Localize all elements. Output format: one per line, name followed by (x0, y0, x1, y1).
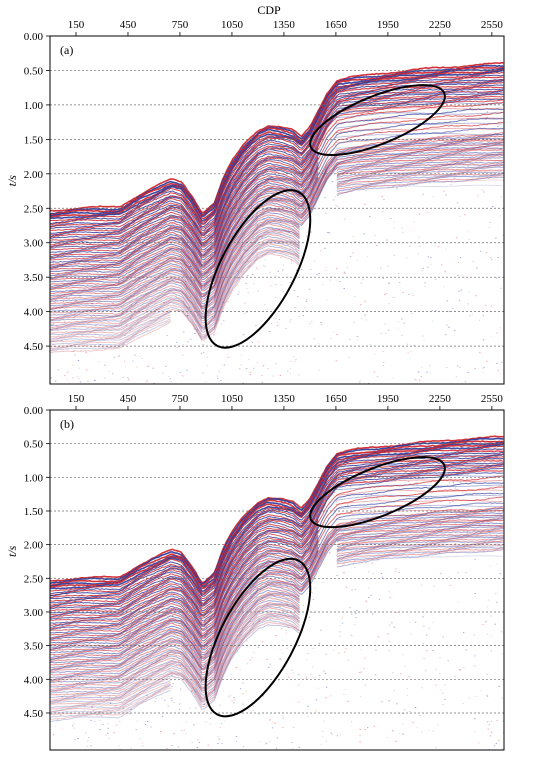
y-tick-label: 3.50 (24, 272, 44, 284)
panel-label: (a) (60, 43, 73, 57)
plot-frame (49, 409, 505, 751)
y-tick-label: 0.00 (24, 31, 44, 43)
seismic-panel-a: 150 450 750 1050 1350 1650 1950 2250 2550 0.00 0.5… (5, 19, 505, 385)
y-tick-label: 1.50 (24, 134, 44, 146)
y-tick-label: 1.00 (24, 472, 44, 484)
y-tick-label: 0.50 (24, 65, 44, 77)
y-tick-label: 1.50 (24, 506, 44, 518)
y-tick-label: 0.50 (24, 439, 44, 451)
x-tick-label: 450 (120, 393, 137, 405)
x-tick-label: 1650 (325, 393, 348, 405)
y-tick-label: 3.00 (24, 607, 44, 619)
x-tick-label: 2250 (429, 393, 452, 405)
highlight-ellipse-lower (204, 557, 312, 718)
x-tick-label: 2550 (481, 393, 504, 405)
plot-frame (49, 35, 505, 385)
x-tick-label: 1350 (273, 19, 296, 31)
x-tick-label: 1050 (221, 19, 244, 31)
x-tick-label: 150 (68, 393, 85, 405)
y-tick-label: 2.50 (24, 573, 44, 585)
x-tick-label: 2250 (429, 19, 452, 31)
y-axis-label: t/s (5, 175, 19, 187)
x-tick-label: 1650 (325, 19, 348, 31)
x-tick-label: 750 (172, 19, 189, 31)
highlight-ellipse-lower (204, 189, 312, 349)
x-tick-label: 1350 (273, 393, 296, 405)
y-tick-label: 4.00 (24, 674, 44, 686)
x-tick-label: 1950 (377, 19, 400, 31)
seismic-panel-b: 150 450 750 1050 1350 1650 1950 2250 2550 0.00 0.5… (5, 393, 505, 751)
x-tick-label: 2550 (481, 19, 504, 31)
y-tick-label: 1.00 (24, 100, 44, 112)
highlight-ellipse-upper (309, 456, 446, 529)
seismic-reflections (50, 435, 504, 750)
y-tick-label: 3.50 (24, 641, 44, 653)
y-tick-label: 4.50 (24, 341, 44, 353)
y-tick-label: 2.00 (24, 540, 44, 552)
panel-label: (b) (60, 417, 74, 431)
y-tick-label: 0.00 (24, 405, 44, 417)
y-tick-label: 2.50 (24, 203, 44, 215)
x-tick-label: 450 (120, 19, 137, 31)
y-axis-label: t/s (5, 545, 19, 557)
y-tick-label: 3.00 (24, 238, 44, 250)
x-tick-label: 1050 (221, 393, 244, 405)
x-axis-title: CDP (257, 3, 281, 17)
x-tick-label: 150 (68, 19, 85, 31)
y-tick-label: 4.00 (24, 307, 44, 319)
x-tick-label: 1950 (377, 393, 400, 405)
y-tick-label: 4.50 (24, 708, 44, 720)
x-tick-label: 750 (172, 393, 189, 405)
highlight-ellipse-upper (309, 84, 446, 157)
y-tick-label: 2.00 (24, 169, 44, 181)
